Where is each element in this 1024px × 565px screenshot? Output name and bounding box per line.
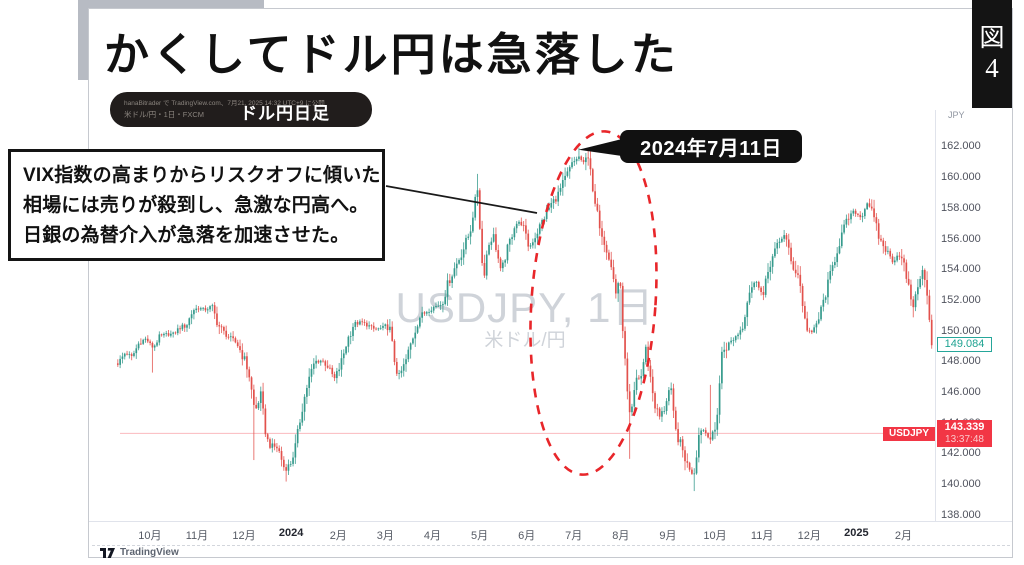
price-axis-label: 154.000 bbox=[941, 263, 981, 276]
time-axis-label: 2月 bbox=[894, 530, 912, 542]
figure-number: 4 bbox=[985, 53, 999, 83]
last-price-label: 149.084 bbox=[937, 337, 992, 352]
time-axis-label: 9月 bbox=[659, 530, 677, 542]
time-axis-label: 11月 bbox=[185, 530, 209, 542]
price-axis-label: 158.000 bbox=[941, 201, 981, 214]
annotation-box: VIX指数の高まりからリスクオフに傾いた 相場には売りが殺到し、急激な円高へ。 … bbox=[8, 149, 385, 261]
symbol-info: 米ドル/円・1日・FXCM bbox=[124, 110, 205, 119]
price-axis-label: 140.000 bbox=[941, 478, 981, 491]
price-axis-label: 162.000 bbox=[941, 140, 981, 153]
time-axis-label: 2024 bbox=[278, 527, 304, 539]
chart-card bbox=[88, 8, 1013, 558]
price-axis-label: 152.000 bbox=[941, 293, 981, 306]
tradingview-label: TradingView bbox=[120, 547, 179, 558]
time-axis-separator bbox=[89, 521, 1012, 522]
figure-badge: 図 4 bbox=[972, 0, 1012, 108]
currency-label: JPY bbox=[948, 110, 965, 120]
price-axis-label: 150.000 bbox=[941, 324, 981, 337]
bar-countdown: 13:37:48 bbox=[945, 434, 984, 445]
time-axis-label: 10月 bbox=[703, 530, 727, 542]
time-axis-label: 10月 bbox=[138, 530, 162, 542]
date-callout: 2024年7月11日 bbox=[620, 130, 802, 163]
pane-separator bbox=[92, 545, 1010, 546]
annotation-line: 日銀の為替介入が急落を加速させた。 bbox=[23, 225, 350, 246]
page-title: かくしてドル円は急落した bbox=[104, 30, 679, 80]
price-axis-label: 156.000 bbox=[941, 232, 981, 245]
time-axis-label: 3月 bbox=[376, 530, 394, 542]
time-axis-label: 5月 bbox=[470, 530, 489, 542]
symbol-price-tag: USDJPY bbox=[883, 427, 935, 441]
tradingview-logo-icon bbox=[100, 547, 115, 558]
time-axis-label: 4月 bbox=[423, 530, 441, 542]
time-axis-label: 6月 bbox=[518, 530, 536, 542]
time-axis-label: 7月 bbox=[565, 530, 583, 542]
time-axis-label: 12月 bbox=[232, 530, 256, 542]
time-axis-label: 2月 bbox=[329, 530, 347, 542]
time-axis-label: 8月 bbox=[612, 530, 630, 542]
price-axis-label: 138.000 bbox=[941, 508, 981, 521]
counter-price-box: 143.339 13:37:48 bbox=[937, 420, 992, 447]
price-axis-label: 148.000 bbox=[941, 355, 981, 368]
figure-kanji: 図 bbox=[979, 25, 1005, 52]
annotation-line: VIX指数の高まりからリスクオフに傾いた bbox=[23, 165, 381, 186]
time-axis-label: 2025 bbox=[844, 527, 869, 539]
price-axis-separator bbox=[935, 110, 936, 521]
price-axis-label: 160.000 bbox=[941, 171, 981, 184]
counter-price-value: 143.339 bbox=[944, 421, 985, 433]
price-axis-label: 142.000 bbox=[941, 447, 981, 460]
annotation-line: 相場には売りが殺到し、急激な円高へ。 bbox=[23, 195, 369, 216]
pill-label: ドル円日足 bbox=[240, 104, 330, 123]
time-axis-label: 12月 bbox=[797, 530, 821, 542]
symbol-pill: hanaBitrader で TradingView.com、7月21, 202… bbox=[110, 92, 372, 127]
price-axis-label: 146.000 bbox=[941, 386, 981, 399]
time-axis-label: 11月 bbox=[750, 530, 774, 542]
publish-info: hanaBitrader で TradingView.com、7月21, 202… bbox=[124, 100, 325, 107]
tradingview-attribution[interactable]: TradingView bbox=[100, 547, 179, 558]
